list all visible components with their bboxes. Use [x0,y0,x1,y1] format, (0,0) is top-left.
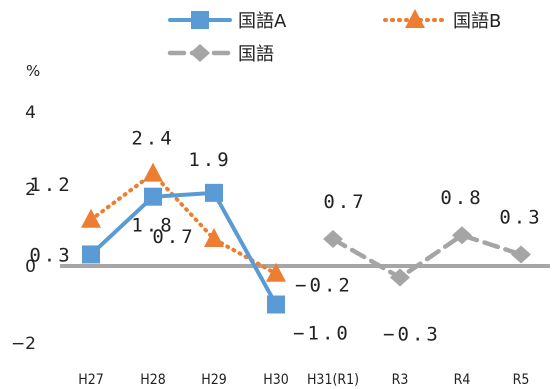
data-label: 1.8 [131,215,174,237]
legend-marker [191,11,209,29]
data-label: 0.3 [29,244,72,266]
legend-marker [190,44,210,62]
data-label: 0.3 [499,206,542,228]
legend-label: 国語A [238,11,287,32]
data-label: 0.8 [440,187,483,209]
data-label: 0.7 [323,191,366,213]
x-tick-label: R4 [454,372,471,388]
y-tick-label: −2 [11,334,36,354]
legend-marker [405,9,425,28]
x-axis-ticks: H27 H28 H29 H30 H31(R1) R3 R4 R5 [78,372,529,388]
data-label: 1.2 [29,174,72,196]
data-label: −0.3 [383,324,441,346]
x-tick-label: H28 [140,372,166,388]
data-point [205,183,223,202]
data-label: 1.9 [188,149,231,171]
data-label: −1.0 [293,323,351,345]
data-point [81,208,101,228]
y-axis-ticks: 4 2 0 −2 [11,103,36,354]
legend-label: 国語 [238,44,274,65]
series-3 [323,226,531,287]
y-tick-label: 0 [25,257,36,277]
data-point [267,295,285,314]
x-tick-label: H27 [78,372,104,388]
x-tick-label: R5 [513,372,530,388]
data-label: −0.2 [295,275,353,297]
series-1 [82,183,285,314]
data-point [82,245,100,264]
legend-label: 国語B [453,11,501,32]
data-label: 0.7 [152,226,195,248]
data-point [390,268,410,287]
data-point [452,226,472,245]
y-tick-label: 4 [25,103,36,123]
legend-item: 国語B [383,9,501,32]
series-layer [81,162,531,314]
data-point [511,245,531,264]
data-label: 2.4 [131,128,174,150]
x-tick-label: H31(R1) [307,372,359,388]
legend-item: 国語A [168,11,287,32]
y-axis-unit-label: % [26,62,40,80]
legend: 国語A 国語B 国語 [167,9,501,65]
data-point [144,187,162,206]
legend-item: 国語 [167,44,274,65]
data-point [323,230,343,249]
data-labels: 0.3 1.8 1.9 −1.0 1.2 2.4 0.7 −0.2 0.7 −0.3 0.8 0.3 [29,128,542,346]
data-point [204,228,224,248]
series-2 [81,162,286,282]
series-line [89,171,278,276]
data-point [266,262,286,282]
y-tick-label: 2 [25,180,36,200]
series-line [89,190,278,307]
x-tick-label: H30 [263,372,289,388]
data-point [143,162,163,182]
x-tick-label: R3 [392,372,409,388]
series-line [330,232,524,280]
x-tick-label: H29 [201,372,227,388]
